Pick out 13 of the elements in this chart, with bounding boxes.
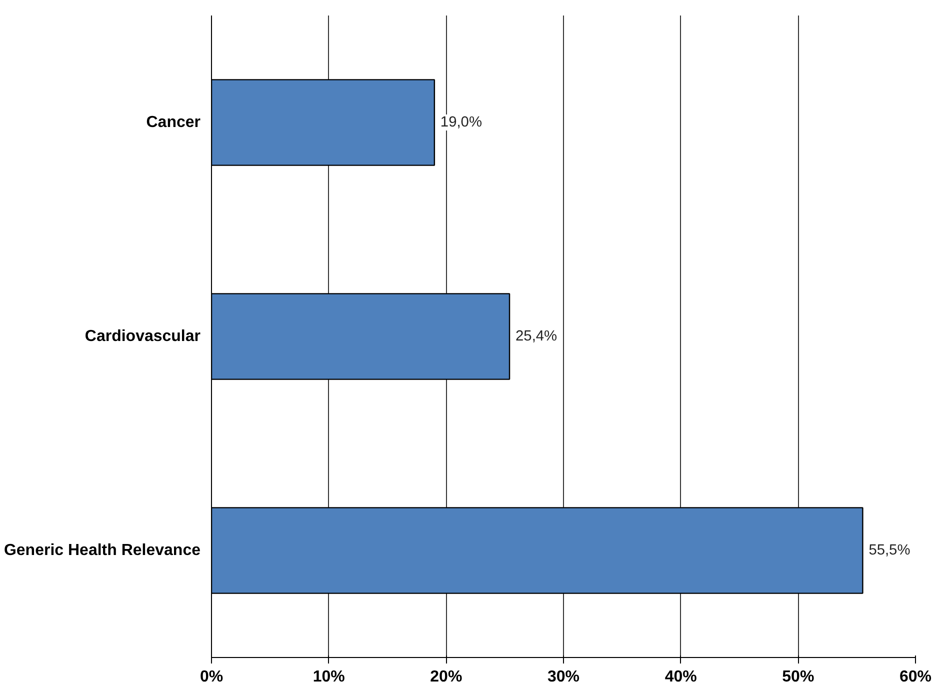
x-tick-label: 60% [899, 668, 932, 686]
x-tick-label: 30% [547, 668, 580, 686]
y-tick-label: Cardiovascular [84, 328, 200, 345]
y-tick-label: Cancer [146, 114, 200, 131]
x-tick-label: 40% [664, 668, 697, 686]
x-tick-label: 0% [200, 668, 224, 686]
x-tick-label: 10% [312, 668, 345, 686]
x-tick-label: 50% [782, 668, 814, 686]
y-tick-label: Generic Health Relevance [4, 542, 201, 559]
x-tick-label: 20% [430, 668, 462, 686]
data-label: 55,5% [868, 542, 910, 558]
data-label: 25,4% [516, 328, 558, 344]
data-label: 19,0% [440, 114, 482, 130]
